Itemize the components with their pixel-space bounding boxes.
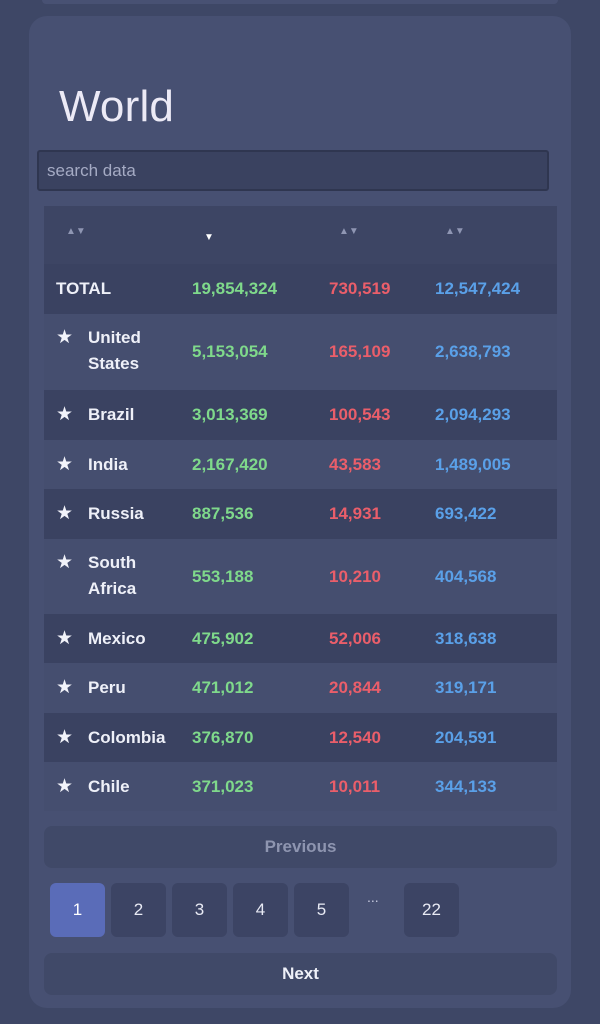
sort-confirmed-button[interactable]: ▼ — [202, 232, 216, 243]
recovered-value: 404,568 — [435, 566, 497, 586]
table-row[interactable]: ★ Brazil 3,013,369 100,543 2,094,293 — [44, 390, 557, 440]
total-confirmed: 19,854,324 — [192, 279, 278, 298]
world-stats-card: World ▲▼ ▼ ▲▼ ▲▼ TOTAL 19,854,324 730,51… — [29, 16, 571, 1008]
table-row[interactable]: ★ South Africa 553,188 10,210 404,568 — [44, 539, 557, 614]
sort-arrows-icon: ▲▼ — [339, 226, 359, 237]
deaths-value: 20,844 — [329, 678, 381, 697]
data-table: ▲▼ ▼ ▲▼ ▲▼ TOTAL 19,854,324 730,519 12,5… — [44, 206, 557, 811]
confirmed-value: 475,902 — [192, 628, 254, 648]
star-icon[interactable]: ★ — [56, 327, 74, 348]
sort-country-button[interactable]: ▲▼ — [66, 226, 86, 237]
recovered-value: 344,133 — [435, 776, 497, 796]
sort-deaths-button[interactable]: ▲▼ — [339, 226, 359, 237]
page-button[interactable]: 4 — [233, 883, 288, 937]
confirmed-value: 3,013,369 — [192, 405, 268, 424]
next-button[interactable]: Next — [44, 953, 557, 995]
country-name: United States — [88, 328, 141, 373]
table-row[interactable]: ★ Mexico 475,902 52,006 318,638 — [44, 614, 557, 663]
recovered-value: 1,489,005 — [435, 454, 511, 474]
country-name: Brazil — [88, 405, 135, 424]
page-button[interactable]: 5 — [294, 883, 349, 937]
deaths-value: 100,543 — [329, 405, 391, 424]
total-deaths: 730,519 — [329, 279, 391, 298]
table-row[interactable]: ★ Russia 887,536 14,931 693,422 — [44, 489, 557, 539]
total-label: TOTAL — [56, 279, 112, 298]
star-icon[interactable]: ★ — [56, 776, 74, 797]
confirmed-value: 371,023 — [192, 776, 254, 796]
pagination-ellipsis: ... — [367, 889, 379, 905]
star-icon[interactable]: ★ — [56, 454, 74, 475]
previous-button[interactable]: Previous — [44, 826, 557, 868]
deaths-value: 43,583 — [329, 454, 381, 474]
country-name: Mexico — [88, 629, 146, 648]
star-icon[interactable]: ★ — [56, 628, 74, 649]
star-icon[interactable]: ★ — [56, 404, 74, 425]
page-button[interactable]: 3 — [172, 883, 227, 937]
table-row-total: TOTAL 19,854,324 730,519 12,547,424 — [44, 264, 557, 314]
table-row[interactable]: ★ United States 5,153,054 165,109 2,638,793 — [44, 314, 557, 390]
confirmed-value: 471,012 — [192, 678, 254, 697]
table-row[interactable]: ★ Colombia 376,870 12,540 204,591 — [44, 713, 557, 762]
recovered-value: 693,422 — [435, 504, 497, 523]
search-input[interactable] — [37, 150, 549, 191]
confirmed-value: 376,870 — [192, 727, 254, 747]
sort-down-icon: ▼ — [204, 232, 214, 243]
deaths-value: 10,210 — [329, 566, 381, 586]
country-name: Chile — [88, 777, 130, 796]
confirmed-value: 887,536 — [192, 504, 254, 523]
page-button[interactable]: 1 — [50, 883, 105, 937]
star-icon[interactable]: ★ — [56, 727, 74, 748]
confirmed-value: 553,188 — [192, 566, 254, 586]
country-name: Russia — [88, 504, 144, 523]
star-icon[interactable]: ★ — [56, 503, 74, 524]
sort-arrows-icon: ▲▼ — [445, 226, 465, 237]
deaths-value: 12,540 — [329, 727, 381, 747]
country-name: Peru — [88, 678, 126, 697]
total-recovered: 12,547,424 — [435, 279, 521, 298]
table-row[interactable]: ★ Chile 371,023 10,011 344,133 — [44, 762, 557, 811]
recovered-value: 2,638,793 — [435, 342, 511, 361]
deaths-value: 52,006 — [329, 628, 381, 648]
star-icon[interactable]: ★ — [56, 677, 74, 698]
recovered-value: 2,094,293 — [435, 405, 511, 424]
sort-recovered-button[interactable]: ▲▼ — [445, 226, 465, 237]
page-button-last[interactable]: 22 — [404, 883, 459, 937]
deaths-value: 165,109 — [329, 342, 391, 361]
deaths-value: 10,011 — [329, 776, 381, 796]
recovered-value: 204,591 — [435, 727, 497, 747]
table-header: ▲▼ ▼ ▲▼ ▲▼ — [44, 206, 557, 264]
country-name: South Africa — [88, 553, 137, 598]
page-button[interactable]: 2 — [111, 883, 166, 937]
country-name: Colombia — [88, 728, 166, 747]
table-row[interactable]: ★ India 2,167,420 43,583 1,489,005 — [44, 440, 557, 489]
recovered-value: 319,171 — [435, 678, 497, 697]
page-title: World — [59, 82, 175, 131]
sort-arrows-icon: ▲▼ — [66, 226, 86, 237]
star-icon[interactable]: ★ — [56, 552, 74, 573]
top-card-edge — [42, 0, 558, 4]
confirmed-value: 5,153,054 — [192, 342, 268, 361]
confirmed-value: 2,167,420 — [192, 454, 268, 474]
table-row[interactable]: ★ Peru 471,012 20,844 319,171 — [44, 663, 557, 713]
recovered-value: 318,638 — [435, 628, 497, 648]
deaths-value: 14,931 — [329, 504, 381, 523]
country-name: India — [88, 455, 128, 474]
